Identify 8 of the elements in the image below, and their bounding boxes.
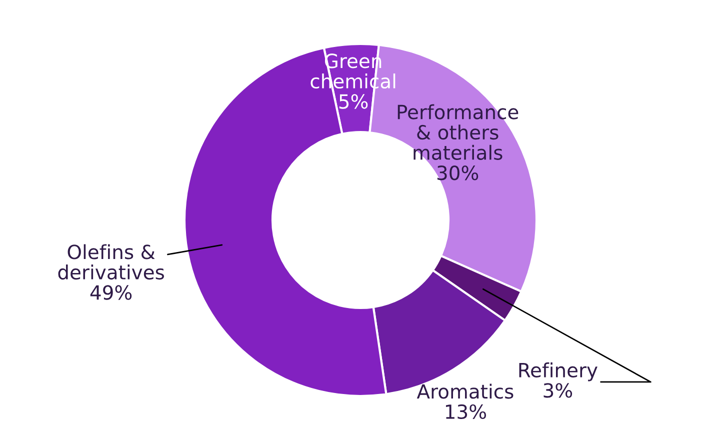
slice-label: Olefins & derivatives: [58, 244, 164, 280]
data-label: 3%: [544, 383, 572, 398]
slice-label: Refinery: [519, 362, 598, 382]
data-label: 49%: [90, 285, 132, 300]
slice-label: Aromatics: [416, 384, 514, 399]
data-label: 30%: [437, 166, 478, 180]
data-label: 5%: [339, 94, 368, 109]
data-label: 13%: [446, 404, 486, 420]
